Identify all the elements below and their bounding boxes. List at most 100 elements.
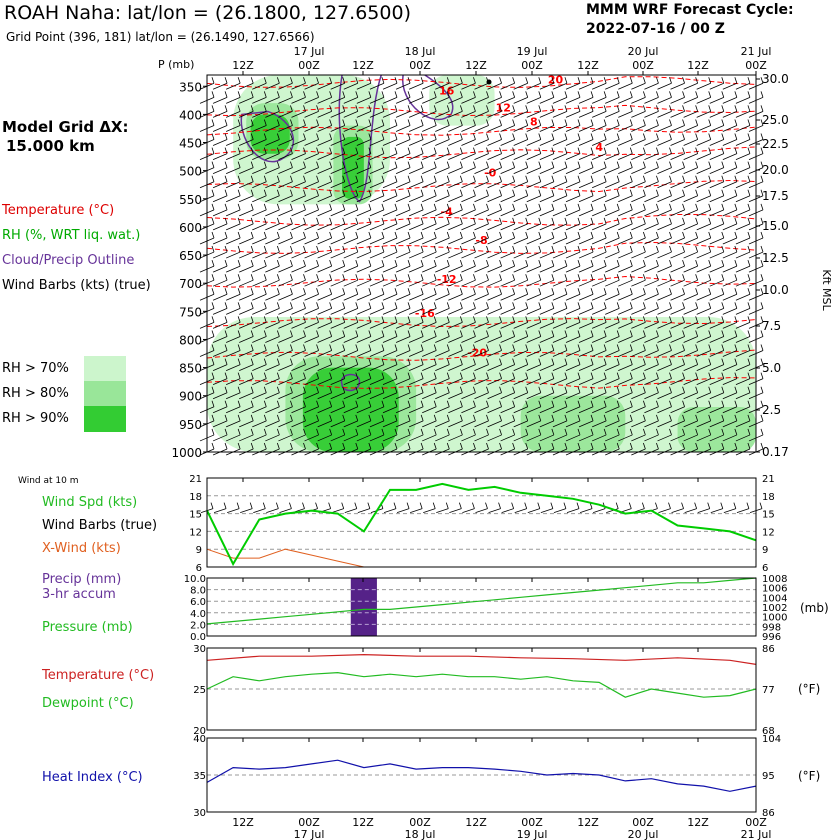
wind-barb	[578, 316, 594, 329]
wind-barb	[435, 217, 450, 231]
wind-barb-flag	[290, 274, 293, 281]
wind-barb	[618, 175, 633, 189]
wind-barb-shaft	[304, 307, 319, 315]
station-marker	[486, 79, 492, 85]
wind-barb	[500, 330, 516, 343]
wind-barb-flag	[486, 316, 489, 323]
wind-barb-shaft	[670, 167, 685, 175]
wind-barb	[225, 161, 241, 175]
wind-barb-shaft	[487, 125, 502, 132]
wind-barb-shaft	[552, 392, 568, 400]
wind-barb	[565, 217, 581, 231]
wind-barb-flag	[381, 133, 385, 140]
wind-barb	[526, 400, 542, 414]
wind-barb-shaft	[395, 209, 411, 217]
wind-barb-flag	[525, 372, 529, 379]
wind-barb-shaft	[539, 364, 555, 371]
wind-barb-shaft	[461, 82, 476, 90]
wind-barb-flag	[394, 372, 398, 379]
wind-barb	[395, 274, 411, 287]
wind-barb-flag	[695, 161, 699, 168]
wind-barb-shaft	[474, 209, 489, 217]
wind-barb-shaft	[474, 82, 489, 90]
wind-barb	[513, 386, 529, 400]
wind-barb	[618, 217, 633, 231]
wind-barb	[422, 302, 437, 315]
wind-barb	[265, 316, 280, 329]
wind-barb-flag	[250, 414, 254, 421]
wind-barb-shaft	[212, 434, 228, 442]
wind-barb-shaft	[683, 322, 698, 329]
wind-barb-flag	[486, 372, 489, 379]
wind-barb-shaft	[252, 153, 267, 160]
wind-barb	[618, 161, 633, 175]
wind-barb-shaft	[591, 322, 607, 329]
wind-barb	[474, 189, 489, 203]
wind-barb-shaft	[212, 195, 228, 203]
wind-barb-flag	[747, 372, 751, 379]
wind-barb-flag	[303, 119, 306, 126]
wind-barb	[239, 330, 254, 343]
wind-barb	[552, 274, 568, 287]
wind-barb-flag	[237, 203, 241, 210]
wind-barb	[618, 316, 633, 329]
wind-barb	[330, 77, 346, 90]
wind-barb-flag	[420, 260, 424, 267]
wind-barb-flag	[407, 175, 411, 182]
wind-barb-flag	[394, 175, 398, 182]
wind-barb-flag	[695, 316, 699, 323]
wind-barb-flag	[512, 119, 516, 126]
precip-tick: 10.0	[184, 574, 206, 585]
wind-barb-flag	[329, 260, 333, 267]
wind-barb	[670, 91, 685, 104]
wind-barb-shaft	[291, 336, 306, 343]
wind-barb-flag	[329, 428, 333, 436]
wind-barb	[605, 175, 620, 189]
wind-barb-flag	[538, 330, 542, 337]
wind-barb-flag	[525, 288, 529, 295]
wind-barb	[435, 231, 450, 245]
wind-barb	[631, 330, 646, 343]
wind-barb-flag	[564, 316, 568, 323]
wind-barb	[526, 428, 542, 442]
wind-barb-shaft	[461, 364, 476, 371]
wind-barb-flag	[486, 344, 489, 351]
wind-barb-flag	[211, 344, 215, 351]
wind-barb-flag	[420, 428, 424, 436]
wind-barb-flag	[459, 442, 463, 450]
wind-barb	[252, 414, 267, 428]
wind-barb-flag	[642, 316, 646, 323]
wind-barb-shaft	[395, 406, 411, 414]
wind-barb-shaft	[526, 434, 541, 442]
wind-barb	[578, 330, 594, 343]
wind-barb-flag	[303, 414, 306, 421]
wind-barb	[605, 372, 620, 386]
wind-barb	[722, 147, 738, 160]
wind-barb-shaft	[526, 82, 541, 90]
wind-barb-flag	[642, 442, 646, 450]
wind-barb-shaft	[356, 209, 372, 217]
wind-barb-shaft	[461, 111, 476, 118]
wind-barb-shaft	[526, 392, 541, 400]
wind-barb-flag	[721, 260, 725, 267]
surface-wind-barb	[723, 508, 736, 514]
wind-barb	[252, 189, 267, 203]
wind-barb	[278, 260, 293, 273]
wind-barb	[356, 245, 372, 259]
wind-barb	[513, 245, 529, 259]
wind-barb-flag	[538, 147, 542, 154]
wind-barb-flag	[616, 189, 620, 196]
wind-barb-flag	[303, 400, 306, 407]
wind-barb-flag	[721, 428, 725, 436]
wind-barb-flag	[381, 161, 385, 168]
wind-barb-shaft	[278, 364, 293, 371]
wind-barb-flag	[656, 189, 659, 196]
wind-barb-flag	[577, 400, 581, 407]
wind-barb	[618, 344, 633, 357]
wind-barb	[343, 175, 359, 189]
wind-barb-flag	[381, 217, 385, 225]
wind-barb-shaft	[526, 209, 541, 217]
wind-barb-shaft	[225, 406, 241, 414]
wind-barb-flag	[290, 414, 293, 421]
wind-barb-flag	[368, 133, 372, 140]
